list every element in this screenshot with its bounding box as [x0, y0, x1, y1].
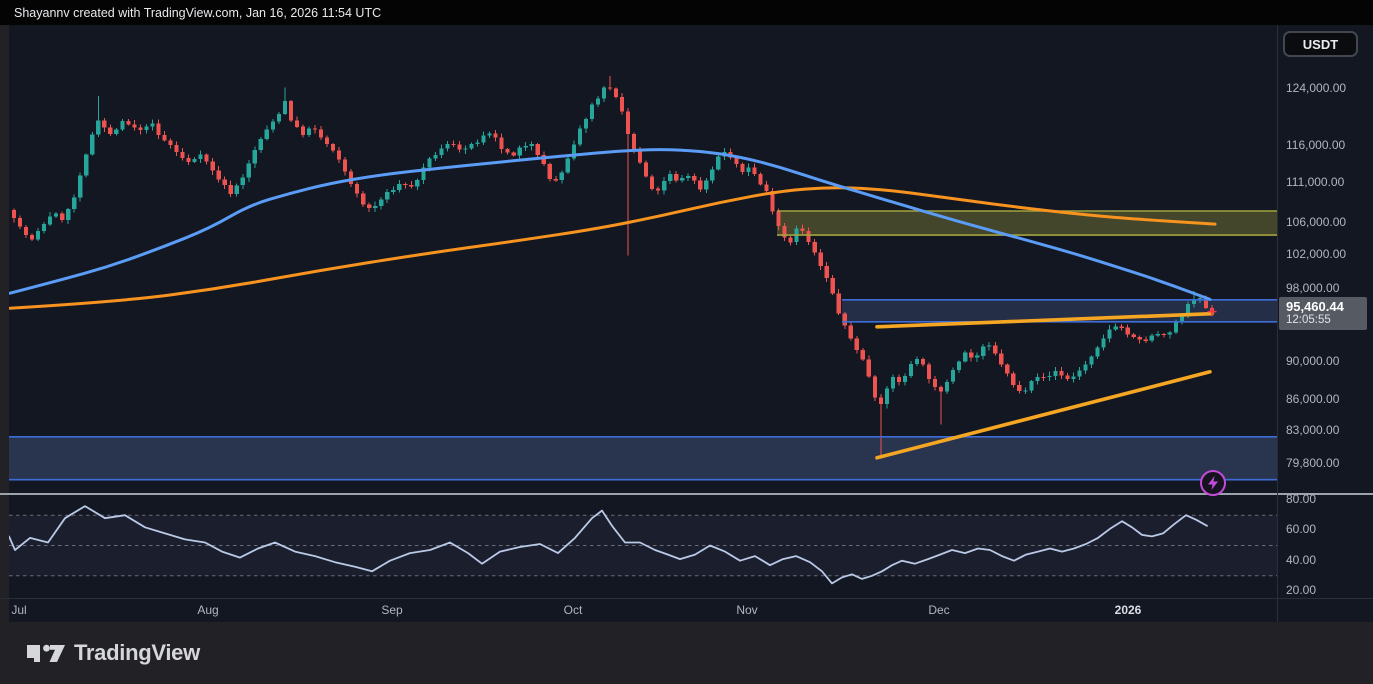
last-price-label: 95,460.44 — [1286, 298, 1344, 314]
price-axis-divider — [1277, 25, 1278, 622]
time-tick-label-nov: Nov — [736, 603, 758, 617]
lightning-button[interactable] — [1200, 470, 1226, 496]
rsi-line[interactable] — [9, 505, 1208, 585]
footer: TradingView — [0, 622, 1373, 684]
rsi-tick-label: 80.00 — [1286, 492, 1317, 506]
blue-support-zone[interactable] — [9, 436, 1277, 480]
price-tick-label: 106,000.00 — [1286, 214, 1347, 229]
price-tick-label: 86,000.00 — [1286, 392, 1340, 407]
price-tick-label: 124,000.00 — [1286, 81, 1347, 96]
lightning-icon — [1208, 476, 1218, 490]
last-price-cross-marker — [1207, 307, 1217, 317]
rsi-tick-label: 40.00 — [1286, 552, 1317, 567]
tradingview-logo-text: TradingView — [74, 640, 200, 665]
time-tick-label-oct: Oct — [563, 603, 583, 617]
price-tick-label: 116,000.00 — [1286, 137, 1346, 152]
ma-fast-blue-line[interactable] — [9, 148, 1212, 301]
time-tick-label-sep: Sep — [381, 603, 403, 617]
price-tick-label: 98,000.00 — [1286, 281, 1340, 296]
upper-flat-trendline[interactable] — [875, 311, 1214, 329]
ma-slow-orange-line[interactable] — [9, 186, 1217, 310]
bar-countdown-label: 12:05:55 — [1286, 313, 1331, 326]
symbol-badge[interactable]: USDT — [1283, 31, 1358, 57]
tradingview-logo[interactable]: TradingView — [27, 640, 200, 666]
rsi-tick-label: 60.00 — [1286, 522, 1317, 537]
price-badge: 95,460.44 12:05:55 — [1279, 296, 1367, 330]
top-bar: Shayannv created with TradingView.com, J… — [0, 0, 1373, 25]
left-gutter — [0, 25, 9, 622]
lower-ascending-trendline[interactable] — [875, 369, 1212, 460]
time-axis[interactable]: Jul Aug Sep Oct Nov Dec 2026 — [0, 598, 1373, 623]
rsi-tick-label: 20.00 — [1286, 583, 1317, 597]
candlestick-series — [11, 76, 1215, 456]
tradingview-logo-icon — [27, 644, 65, 662]
price-tick-label: 79,800.00 — [1286, 456, 1340, 471]
price-tick-label: 83,000.00 — [1286, 422, 1340, 437]
attribution-text: Shayannv created with TradingView.com, J… — [14, 6, 382, 20]
pane-separator[interactable] — [0, 493, 1373, 495]
time-tick-label-aug: Aug — [197, 603, 219, 617]
time-tick-label-jul: Jul — [11, 603, 27, 617]
rsi-pane[interactable] — [9, 496, 1277, 597]
time-tick-label-dec: Dec — [928, 603, 950, 617]
chart-widget — [0, 25, 1373, 622]
main-chart-pane[interactable] — [9, 25, 1277, 489]
price-tick-label: 90,000.00 — [1286, 353, 1340, 368]
price-tick-label: 102,000.00 — [1286, 247, 1347, 262]
time-tick-label-2026: 2026 — [1114, 603, 1142, 617]
price-tick-label: 111,000.00 — [1286, 175, 1345, 190]
